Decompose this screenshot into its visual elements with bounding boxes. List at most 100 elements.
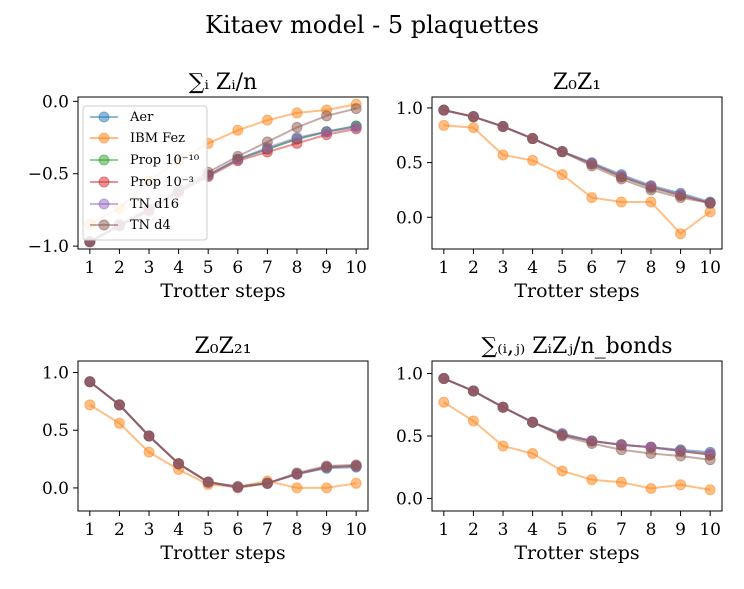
- x-tick-label: 10: [345, 520, 367, 540]
- x-tick-label: 1: [84, 520, 95, 540]
- data-point: [232, 482, 244, 494]
- x-tick-label: 7: [616, 520, 627, 540]
- x-tick-label: 10: [699, 520, 721, 540]
- data-point: [586, 438, 598, 449]
- data-point: [467, 385, 479, 397]
- series-line: [443, 377, 711, 461]
- data-point: [143, 430, 155, 442]
- data-point: [438, 119, 450, 131]
- data-point: [291, 107, 303, 119]
- panel-1-xlabel: Trotter steps: [160, 280, 285, 302]
- data-point: [675, 450, 687, 462]
- series-tn-d4: [438, 104, 716, 209]
- data-point: [350, 459, 362, 471]
- panel-1-title: ∑ᵢ Zᵢ/n: [189, 70, 257, 95]
- x-tick-label: 1: [438, 258, 449, 278]
- data-point: [527, 448, 539, 459]
- data-point: [350, 103, 362, 115]
- data-point: [467, 415, 479, 427]
- data-point: [291, 467, 303, 479]
- x-tick-label: 10: [699, 258, 721, 278]
- y-tick-label: 0.5: [396, 154, 423, 174]
- data-point: [202, 476, 214, 488]
- data-point: [556, 146, 568, 158]
- y-tick-label: 1.0: [42, 364, 69, 384]
- data-point: [438, 373, 450, 384]
- data-point: [586, 192, 598, 204]
- data-point: [143, 446, 155, 458]
- data-point: [438, 104, 450, 116]
- x-tick-label: 3: [498, 258, 509, 278]
- data-point: [497, 149, 509, 161]
- data-point: [291, 132, 303, 144]
- y-tick-label: −0.5: [28, 165, 69, 185]
- series-line: [443, 401, 711, 491]
- panel-2-title: Z₀Z₁: [553, 70, 601, 95]
- x-tick-label: 7: [616, 258, 627, 278]
- legend-frame: [82, 105, 208, 241]
- data-point: [261, 477, 273, 489]
- x-tick-label: 4: [527, 258, 538, 278]
- data-point: [350, 121, 362, 133]
- x-tick-label: 9: [321, 520, 332, 540]
- x-tick-label: 2: [468, 258, 479, 278]
- x-tick-label: 1: [438, 520, 449, 540]
- x-tick-label: 9: [321, 258, 332, 278]
- x-tick-label: 7: [262, 258, 273, 278]
- y-tick-label: 0.0: [42, 479, 69, 499]
- x-tick-label: 5: [203, 258, 214, 278]
- x-tick-label: 8: [292, 520, 303, 540]
- x-tick-label: 3: [144, 258, 155, 278]
- x-tick-label: 7: [262, 520, 273, 540]
- x-tick-label: 10: [345, 258, 367, 278]
- panel-4-title: ∑₍ᵢ,ⱼ₎ ZᵢZⱼ/n_bonds: [482, 334, 673, 359]
- legend-entry-ibm-fez: IBM Fez: [90, 131, 185, 146]
- data-point: [497, 121, 509, 133]
- x-tick-label: 2: [114, 520, 125, 540]
- y-tick-label: 0.0: [396, 208, 423, 228]
- x-tick-label: 6: [232, 520, 243, 540]
- data-point: [497, 440, 509, 452]
- panel-3: 1 2 3 4 5 6 7 8 9 10 0.0 0.5 1.0 Trotter steps: [42, 360, 369, 564]
- x-tick-label: 9: [675, 258, 686, 278]
- data-point: [556, 169, 568, 181]
- data-point: [291, 482, 303, 494]
- x-tick-label: 9: [675, 520, 686, 540]
- x-tick-label: 2: [468, 520, 479, 540]
- data-point: [261, 136, 273, 148]
- x-tick-label: 5: [557, 258, 568, 278]
- panel-3-axes-frame: [77, 360, 369, 512]
- figure-title: Kitaev model - 5 plaquettes: [205, 11, 539, 39]
- legend: Aer IBM Fez Prop 10⁻¹⁰ Prop 10⁻³ TN d16 …: [82, 105, 208, 241]
- data-point: [527, 416, 539, 428]
- panel-1-axes-frame: [77, 96, 369, 250]
- data-point: [232, 150, 244, 162]
- data-point: [556, 465, 568, 477]
- data-point: [675, 479, 687, 491]
- series-line: [443, 124, 711, 236]
- data-point: [704, 454, 716, 466]
- data-point: [467, 122, 479, 134]
- series-line: [443, 109, 711, 205]
- series-tn-d4: [438, 373, 716, 466]
- x-tick-label: 3: [498, 520, 509, 540]
- data-point: [321, 110, 333, 122]
- data-point: [291, 121, 303, 133]
- legend-entry-aer: Aer: [90, 110, 154, 125]
- data-point: [84, 376, 96, 388]
- legend-label-tn-d16: TN d16: [130, 197, 179, 212]
- data-point: [586, 474, 598, 486]
- x-tick-label: 8: [646, 258, 657, 278]
- legend-entry-prop-1e-3: Prop 10⁻³: [90, 175, 194, 190]
- legend-entry-tn-d16: TN d16: [90, 197, 179, 212]
- data-point: [113, 417, 125, 429]
- series-tn-d4: [84, 376, 362, 494]
- x-tick-label: 8: [646, 520, 657, 540]
- x-tick-label: 6: [586, 520, 597, 540]
- y-tick-label: 1.0: [396, 99, 423, 119]
- data-point: [321, 482, 333, 494]
- panel-4-xlabel: Trotter steps: [514, 542, 639, 564]
- data-point: [615, 173, 627, 185]
- data-point: [84, 399, 96, 411]
